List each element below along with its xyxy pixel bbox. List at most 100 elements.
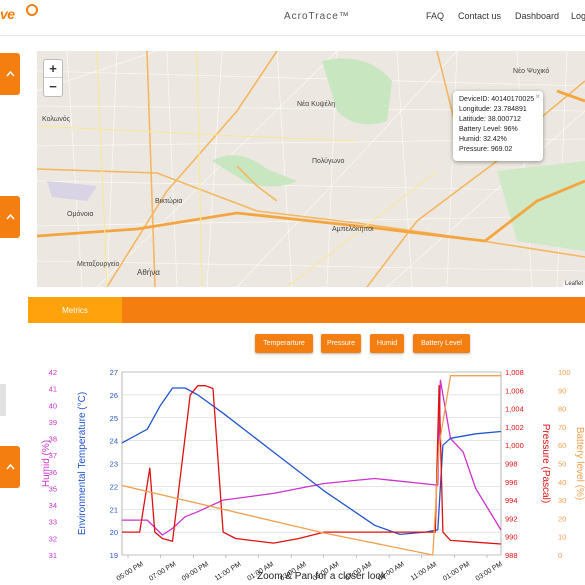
- tab-metrics[interactable]: Metrics: [28, 297, 122, 323]
- pressure-axis-label: Pressure (Pascal): [540, 424, 551, 503]
- pressure-tick-label: 1,004: [505, 405, 524, 414]
- chevron-up-icon: [5, 71, 15, 77]
- humid-tick-label: 37: [49, 451, 57, 460]
- x-tick-label: 09:00 PM: [181, 561, 210, 583]
- temperature-tick-label: 25: [110, 414, 118, 423]
- map-label-neo-psychiko: Νέο Ψυχικό: [513, 67, 549, 75]
- temperature-tick-label: 23: [110, 460, 118, 469]
- humid-axis-label: Humid (%): [41, 440, 52, 487]
- popup-humid: Humid: 32.42%: [459, 136, 507, 143]
- series-line-temperature: [121, 387, 502, 536]
- sidebar-toggle-3[interactable]: [0, 446, 20, 488]
- pressure-tick-label: 1,006: [505, 386, 524, 395]
- map-label-athina: Αθήνα: [137, 268, 160, 277]
- sidebar: [0, 36, 28, 585]
- battery-tick-label: 80: [558, 405, 566, 414]
- pressure-tick-label: 992: [505, 514, 518, 523]
- pressure-tick-label: 1,000: [505, 441, 524, 450]
- battery-tick-label: 20: [558, 514, 566, 523]
- popup-device-id: DeviceID: 40140170025: [459, 96, 535, 103]
- battery-tick-label: 10: [558, 533, 566, 542]
- humid-tick-label: 35: [49, 484, 57, 493]
- nav-contact-us[interactable]: Contact us: [458, 11, 502, 21]
- humid-tick-label: 38: [49, 435, 57, 444]
- logo[interactable]: ve: [0, 6, 15, 22]
- map-label-omonoia: Ομόνοια: [67, 210, 93, 218]
- x-tick-label: 07:00 PM: [148, 561, 177, 583]
- chevron-up-icon: [5, 464, 15, 470]
- battery-tick-label: 50: [558, 460, 566, 469]
- top-bar: ve AcroTrace™ FAQ Contact us Dashboard L…: [0, 0, 585, 36]
- zoom-in-button[interactable]: +: [44, 60, 62, 78]
- temperature-tick-label: 21: [110, 505, 118, 514]
- temperature-tick-label: 26: [110, 391, 118, 400]
- battery-axis-label: Battery level (%): [574, 427, 585, 500]
- sidebar-panel-edge: [0, 384, 6, 416]
- temperature-tick-label: 27: [110, 368, 118, 377]
- pressure-tick-label: 1,002: [505, 423, 524, 432]
- temperature-tick-label: 20: [110, 528, 118, 537]
- humid-tick-label: 31: [49, 551, 57, 560]
- x-axis-label: Zoom & Pan for a closer look: [257, 571, 387, 582]
- nav-dashboard[interactable]: Dashboard: [515, 11, 560, 21]
- humid-tick-label: 33: [49, 518, 57, 527]
- temperature-tick-label: 24: [110, 437, 118, 446]
- pressure-tick-label: 994: [505, 496, 518, 505]
- temperature-button[interactable]: Temperarture: [255, 334, 313, 353]
- humid-tick-label: 42: [49, 368, 57, 377]
- pressure-tick-label: 988: [505, 551, 518, 560]
- pressure-tick-label: 1,008: [505, 368, 524, 377]
- map-attribution[interactable]: Leaflet: [562, 281, 585, 287]
- temperature-axis-label: Environmental Temperature (°C): [77, 392, 88, 535]
- pressure-button[interactable]: Pressure: [321, 334, 361, 353]
- zoom-control: + −: [43, 59, 63, 97]
- humid-button[interactable]: Humid: [370, 334, 404, 353]
- humid-tick-label: 41: [49, 385, 57, 394]
- humid-tick-label: 36: [49, 468, 57, 477]
- x-tick-label: 03:00 PM: [475, 561, 504, 583]
- battery-tick-label: 90: [558, 386, 566, 395]
- humid-tick-label: 32: [49, 534, 57, 543]
- sidebar-toggle-2[interactable]: [0, 196, 20, 238]
- brand-name: AcroTrace™: [284, 11, 350, 22]
- battery-tick-label: 60: [558, 441, 566, 450]
- map-tiles: Νέα Κυψέλη Αθήνα Αμπελόκηποι Κολωνός Βικ…: [37, 51, 585, 287]
- x-tick-label: 11:00 AM: [410, 561, 438, 582]
- zoom-out-button[interactable]: −: [49, 79, 57, 94]
- map-label-polygono: Πολύγωνο: [312, 157, 344, 165]
- humid-tick-label: 40: [49, 401, 57, 410]
- nav-faq[interactable]: FAQ: [426, 11, 445, 21]
- humid-tick-label: 34: [49, 501, 57, 510]
- temperature-tick-label: 19: [110, 551, 118, 560]
- device-popup: × DeviceID: 40140170025 Longitude: 23.78…: [453, 91, 543, 161]
- map-label-kolonos: Κολωνός: [42, 115, 71, 123]
- series-line-humid: [122, 379, 502, 536]
- temperature-tick-label: 22: [110, 482, 118, 491]
- pressure-tick-label: 998: [505, 460, 518, 469]
- map-label-ampelokipoi: Αμπελόκηποι: [332, 225, 374, 233]
- battery-tick-label: 100: [558, 368, 571, 377]
- map[interactable]: Νέα Κυψέλη Αθήνα Αμπελόκηποι Κολωνός Βικ…: [37, 51, 585, 287]
- series-line-battery: [121, 375, 501, 556]
- popup-pressure: Pressure: 969.02: [459, 146, 513, 153]
- series-line-pressure: [122, 385, 502, 545]
- map-label-nea-kypseli: Νέα Κυψέλη: [297, 100, 335, 108]
- metrics-chart[interactable]: 19 20 21 22 23 24 25 26 27 31 32 33 34 35 36 37 38 39 40 41…: [37, 362, 585, 585]
- pressure-tick-label: 990: [505, 533, 518, 542]
- map-label-viktoria: Βικτώρια: [155, 197, 182, 205]
- x-tick-label: 05:00 PM: [116, 561, 145, 583]
- popup-longitude: Longitude: 23.784891: [459, 106, 527, 113]
- battery-tick-label: 30: [558, 496, 566, 505]
- chevron-up-icon: [5, 214, 15, 220]
- battery-tick-label: 70: [558, 423, 566, 432]
- humid-tick-label: 39: [49, 418, 57, 427]
- battery-level-button[interactable]: Battery Level: [413, 334, 470, 353]
- sidebar-toggle-1[interactable]: [0, 53, 20, 95]
- x-tick-label: 01:00 PM: [442, 561, 471, 583]
- pressure-tick-label: 996: [505, 478, 518, 487]
- close-icon[interactable]: ×: [535, 92, 540, 101]
- popup-latitude: Latitude: 38.000712: [459, 116, 521, 123]
- nav-logout[interactable]: Logout: [571, 11, 585, 21]
- battery-tick-label: 40: [558, 478, 566, 487]
- map-label-metaxourgeio: Μεταξουργείο: [77, 260, 119, 268]
